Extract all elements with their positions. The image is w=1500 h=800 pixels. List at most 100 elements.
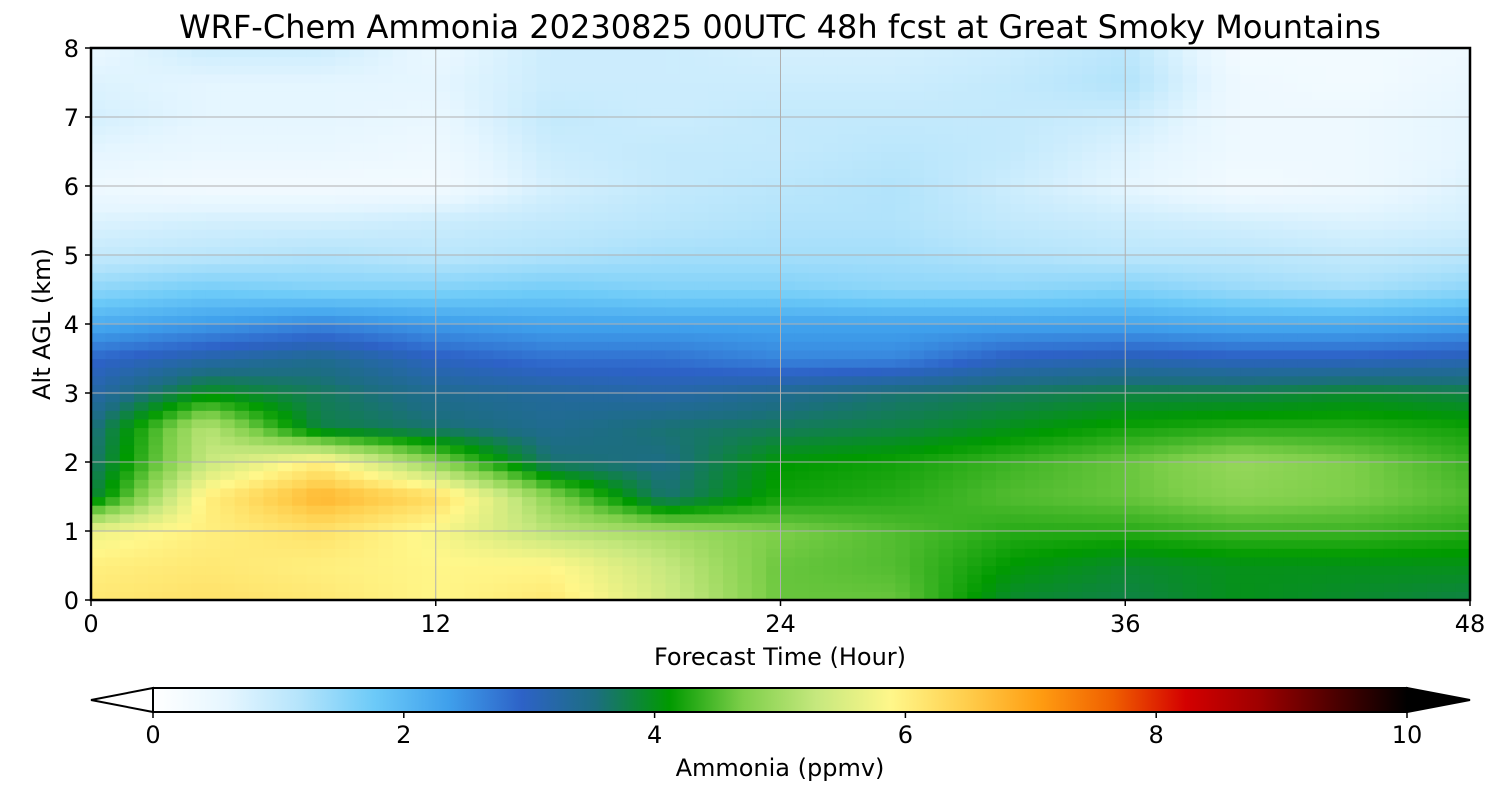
heatmap-cell: [952, 177, 968, 187]
heatmap-cell: [1311, 367, 1327, 377]
heatmap-cell: [766, 160, 782, 170]
heatmap-cell: [1211, 393, 1227, 403]
heatmap-cell: [1254, 505, 1270, 515]
heatmap-cell: [1197, 151, 1213, 161]
heatmap-cell: [493, 496, 509, 506]
heatmap-cell: [1182, 306, 1198, 316]
heatmap-cell: [651, 462, 667, 472]
heatmap-cell: [766, 393, 782, 403]
heatmap-cell: [536, 591, 552, 600]
heatmap-cell: [636, 255, 652, 265]
heatmap-cell: [450, 177, 466, 187]
heatmap-cell: [162, 418, 178, 429]
heatmap-cell: [1182, 539, 1198, 549]
heatmap-cell: [565, 194, 580, 204]
heatmap-cell: [1383, 263, 1399, 273]
heatmap-cell: [191, 168, 207, 178]
heatmap-cell: [981, 341, 997, 351]
heatmap-cell: [1225, 453, 1241, 463]
heatmap-cell: [1441, 548, 1457, 558]
heatmap-cell: [349, 349, 365, 360]
heatmap-cell: [995, 203, 1011, 213]
heatmap-cell: [234, 160, 250, 170]
heatmap-cell: [1039, 582, 1055, 592]
heatmap-cell: [981, 280, 997, 291]
heatmap-cell: [909, 341, 925, 351]
heatmap-cell: [636, 298, 652, 308]
heatmap-cell: [1240, 548, 1256, 558]
heatmap-cell: [521, 384, 537, 394]
heatmap-cell: [1197, 375, 1213, 385]
heatmap-cell: [306, 341, 322, 351]
heatmap-cell: [234, 263, 250, 273]
heatmap-cell: [220, 479, 236, 489]
heatmap-cell: [823, 237, 839, 247]
heatmap-cell: [809, 539, 825, 549]
heatmap-cell: [981, 496, 997, 506]
heatmap-cell: [1297, 367, 1313, 377]
heatmap-cell: [1067, 220, 1083, 230]
heatmap-cell: [565, 246, 580, 256]
heatmap-cell: [1369, 341, 1385, 351]
heatmap-cell: [1355, 522, 1371, 532]
heatmap-cell: [636, 186, 652, 196]
heatmap-cell: [679, 548, 695, 558]
heatmap-cell: [866, 263, 882, 273]
heatmap-cell: [1398, 332, 1414, 342]
heatmap-cell: [536, 298, 552, 308]
heatmap-cell: [1168, 341, 1184, 351]
heatmap-cell: [435, 487, 451, 498]
heatmap-cell: [809, 393, 825, 403]
heatmap-cell: [881, 548, 897, 558]
heatmap-cell: [105, 436, 121, 446]
heatmap-cell: [320, 522, 336, 532]
heatmap-cell: [751, 505, 767, 515]
heatmap-cell: [852, 280, 868, 291]
heatmap-cell: [952, 574, 968, 584]
heatmap-cell: [938, 324, 954, 334]
heatmap-cell: [565, 220, 580, 230]
heatmap-cell: [320, 211, 336, 222]
heatmap-cell: [1455, 539, 1470, 549]
heatmap-cell: [1326, 496, 1342, 506]
heatmap-cell: [1398, 513, 1414, 523]
heatmap-cell: [162, 246, 178, 256]
heatmap-cell: [1010, 444, 1026, 454]
heatmap-cell: [579, 470, 595, 480]
heatmap-cell: [981, 410, 997, 420]
heatmap-cell: [823, 203, 839, 213]
heatmap-cell: [1067, 263, 1083, 273]
heatmap-cell: [794, 220, 810, 230]
heatmap-cell: [866, 211, 882, 222]
heatmap-cell: [450, 203, 466, 213]
heatmap-cell: [1168, 246, 1184, 256]
heatmap-cell: [852, 513, 868, 523]
heatmap-cell: [91, 505, 106, 515]
heatmap-cell: [579, 358, 595, 368]
heatmap-cell: [608, 393, 624, 403]
heatmap-cell: [1412, 280, 1428, 291]
heatmap-cell: [780, 358, 796, 368]
heatmap-cell: [1096, 332, 1112, 342]
heatmap-cell: [1297, 324, 1313, 334]
heatmap-cell: [191, 315, 207, 325]
heatmap-cell: [105, 565, 121, 575]
heatmap-cell: [579, 444, 595, 454]
heatmap-cell: [622, 436, 638, 446]
heatmap-cell: [335, 211, 351, 222]
heatmap-cell: [263, 462, 279, 472]
heatmap-cell: [1326, 220, 1342, 230]
heatmap-cell: [249, 393, 264, 403]
heatmap-cell: [565, 211, 580, 222]
heatmap-cell: [550, 367, 566, 377]
heatmap-cell: [1125, 203, 1141, 213]
heatmap-cell: [1340, 194, 1356, 204]
heatmap-cell: [407, 444, 422, 454]
heatmap-cell: [608, 556, 624, 567]
heatmap-cell: [177, 255, 193, 265]
heatmap-cell: [1153, 479, 1169, 489]
heatmap-cell: [751, 229, 767, 239]
heatmap-cell: [349, 375, 365, 385]
heatmap-cell: [794, 462, 810, 472]
heatmap-cell: [1369, 358, 1385, 368]
